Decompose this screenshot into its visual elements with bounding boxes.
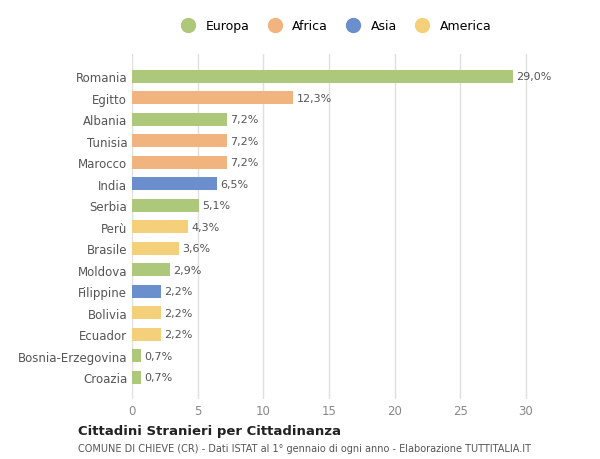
Text: 0,7%: 0,7% — [145, 351, 173, 361]
Text: 6,5%: 6,5% — [221, 179, 249, 189]
Text: 7,2%: 7,2% — [230, 136, 258, 146]
Bar — [132, 92, 293, 105]
Text: 2,2%: 2,2% — [164, 308, 193, 318]
Text: 7,2%: 7,2% — [230, 158, 258, 168]
Bar — [132, 371, 141, 384]
Text: 5,1%: 5,1% — [202, 201, 230, 211]
Text: 2,2%: 2,2% — [164, 330, 193, 339]
Text: COMUNE DI CHIEVE (CR) - Dati ISTAT al 1° gennaio di ogni anno - Elaborazione TUT: COMUNE DI CHIEVE (CR) - Dati ISTAT al 1°… — [78, 443, 531, 453]
Text: 12,3%: 12,3% — [297, 94, 332, 104]
Bar — [132, 135, 227, 148]
Bar — [132, 178, 217, 191]
Text: 0,7%: 0,7% — [145, 372, 173, 382]
Legend: Europa, Africa, Asia, America: Europa, Africa, Asia, America — [172, 17, 495, 37]
Bar — [132, 221, 188, 234]
Bar — [132, 349, 141, 362]
Bar — [132, 71, 512, 84]
Text: 7,2%: 7,2% — [230, 115, 258, 125]
Bar — [132, 328, 161, 341]
Bar — [132, 199, 199, 212]
Text: 4,3%: 4,3% — [192, 222, 220, 232]
Bar — [132, 285, 161, 298]
Text: Cittadini Stranieri per Cittadinanza: Cittadini Stranieri per Cittadinanza — [78, 424, 341, 437]
Bar — [132, 307, 161, 319]
Bar — [132, 242, 179, 255]
Text: 2,9%: 2,9% — [173, 265, 202, 275]
Bar — [132, 157, 227, 169]
Bar — [132, 263, 170, 276]
Text: 3,6%: 3,6% — [182, 244, 211, 254]
Text: 2,2%: 2,2% — [164, 286, 193, 297]
Text: 29,0%: 29,0% — [516, 72, 551, 82]
Bar — [132, 113, 227, 127]
